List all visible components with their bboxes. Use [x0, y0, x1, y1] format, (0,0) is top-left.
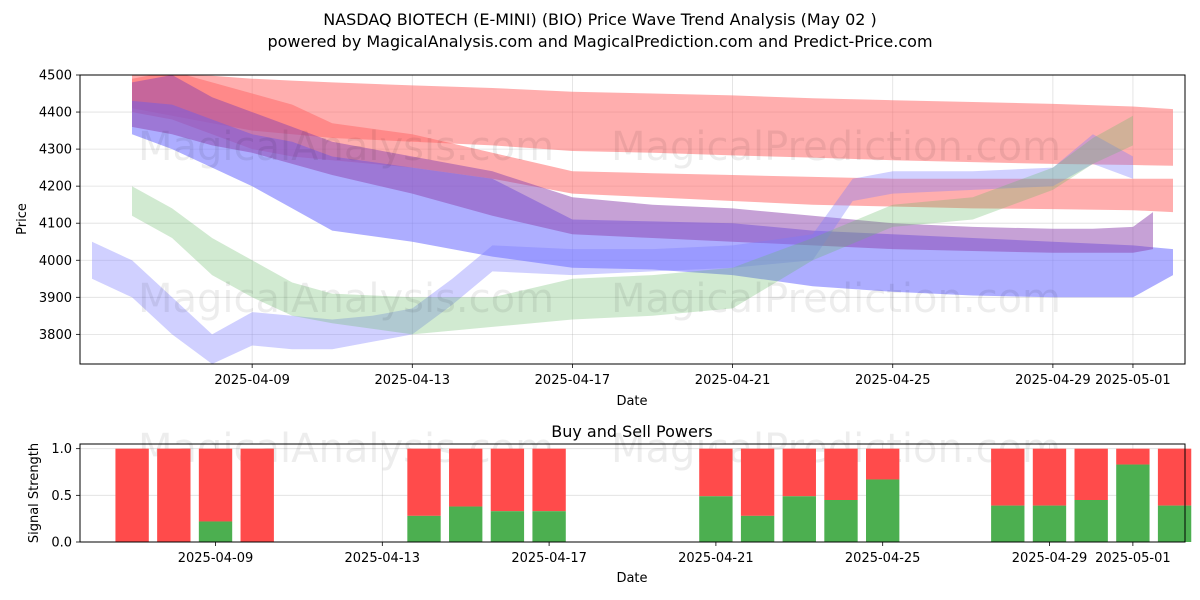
- price-xtick-label-2025-04-17: 2025-04-17: [535, 373, 611, 388]
- buy-bar-4: [407, 515, 441, 542]
- watermark-magical-analysis-2: MagicalAnalysis.com: [138, 276, 554, 322]
- band-blue-wave-rising: [92, 134, 1133, 364]
- signal-x-axis: 2025-04-09 2025-04-13 2025-04-17 2025-04-21…: [178, 542, 1171, 566]
- buy-bar-8: [699, 496, 733, 542]
- signal-chart-frame: [79, 443, 1186, 543]
- sell-bar-9: [740, 448, 775, 516]
- signal-ytick-label-1.0: 1.0: [51, 442, 72, 457]
- price-xtick-label-2025-04-09: 2025-04-09: [214, 373, 290, 388]
- sell-bar-15: [1074, 448, 1108, 500]
- signal-ytick-label-0.5: 0.5: [51, 489, 72, 504]
- buy-bar-14: [1032, 505, 1067, 542]
- signal-ytick-label-0.0: 0.0: [51, 536, 72, 551]
- buy-bar-5: [449, 506, 483, 542]
- sell-bar-12: [866, 448, 900, 480]
- price-ytick-label-4400: 4400: [39, 106, 72, 121]
- sell-bar-17: [1157, 448, 1192, 506]
- chart-title: NASDAQ BIOTECH (E-MINI) (BIO) Price Wave…: [323, 10, 877, 29]
- watermark-magical-prediction-2: MagicalPrediction.com: [611, 276, 1061, 322]
- signal-xtick-label-2025-04-17: 2025-04-17: [511, 551, 587, 566]
- watermark-magical-analysis: MagicalAnalysis.com: [138, 124, 554, 170]
- price-ytick-label-4200: 4200: [39, 180, 72, 195]
- signal-xtick-label-2025-04-29: 2025-04-29: [1012, 551, 1088, 566]
- buy-bar-6: [490, 511, 525, 542]
- band-red-band-upper: [132, 75, 1173, 166]
- signal-xtick-label-2025-04-21: 2025-04-21: [678, 551, 754, 566]
- buy-bar-9: [740, 515, 775, 542]
- signal-chart-title: Buy and Sell Powers: [551, 422, 713, 441]
- sell-bar-5: [449, 448, 483, 507]
- price-x-axis: 2025-04-09 2025-04-13 2025-04-17 2025-04-21…: [214, 364, 1171, 388]
- watermark-magical-prediction: MagicalPrediction.com: [611, 124, 1061, 170]
- signal-xtick-label-2025-04-09: 2025-04-09: [178, 551, 254, 566]
- buy-bar-13: [991, 505, 1025, 542]
- signal-xtick-label-2025-05-01: 2025-05-01: [1095, 551, 1171, 566]
- signal-x-label: Date: [616, 571, 647, 586]
- price-chart-frame: [79, 74, 1186, 365]
- buy-bar-12: [866, 479, 900, 542]
- sell-bar-3: [240, 448, 274, 542]
- price-y-axis: 3800 3900 4000 4100 4200 4300 4400 4500: [39, 69, 80, 343]
- band-purple-band: [132, 75, 1153, 253]
- sell-bar-2: [198, 448, 233, 522]
- price-ytick-label-4300: 4300: [39, 143, 72, 158]
- buy-bar-7: [532, 511, 566, 542]
- sell-bar-14: [1032, 448, 1067, 506]
- sell-bar-1: [157, 448, 191, 542]
- signal-y-label: Signal Strength: [27, 443, 42, 543]
- buy-bar-11: [824, 500, 858, 542]
- signal-xtick-label-2025-04-13: 2025-04-13: [345, 551, 421, 566]
- price-xtick-label-2025-04-21: 2025-04-21: [695, 373, 771, 388]
- signal-y-axis: 0.0 0.5 1.0: [51, 442, 80, 551]
- buy-bar-15: [1074, 500, 1108, 542]
- buy-bar-17: [1157, 505, 1192, 542]
- price-ytick-label-4100: 4100: [39, 217, 72, 232]
- price-xtick-label-2025-04-29: 2025-04-29: [1015, 373, 1091, 388]
- sell-bar-11: [824, 448, 858, 500]
- price-x-label: Date: [616, 394, 647, 409]
- price-y-label: Price: [15, 203, 30, 235]
- sell-bar-7: [532, 448, 566, 512]
- price-xtick-label-2025-04-25: 2025-04-25: [855, 373, 931, 388]
- price-ytick-label-4000: 4000: [39, 254, 72, 269]
- sell-bar-8: [699, 448, 733, 497]
- signal-chart-bars: [115, 448, 1192, 542]
- buy-bar-16: [1116, 464, 1150, 542]
- sell-bar-4: [407, 448, 441, 516]
- price-ytick-label-3800: 3800: [39, 328, 72, 343]
- buy-bar-10: [782, 496, 816, 542]
- price-chart-bands: [92, 75, 1173, 364]
- sell-bar-6: [490, 448, 525, 512]
- chart-subtitle: powered by MagicalAnalysis.com and Magic…: [267, 32, 932, 51]
- price-ytick-label-3900: 3900: [39, 291, 72, 306]
- band-green-wave: [132, 115, 1133, 335]
- price-xtick-label-2025-05-01: 2025-05-01: [1095, 373, 1171, 388]
- signal-xtick-label-2025-04-25: 2025-04-25: [845, 551, 921, 566]
- price-chart-watermarks: MagicalAnalysis.com MagicalPrediction.co…: [138, 124, 1061, 322]
- sell-bar-0: [115, 448, 149, 542]
- buy-bar-2: [198, 521, 233, 542]
- sell-bar-10: [782, 448, 816, 497]
- sell-bar-13: [991, 448, 1025, 506]
- sell-bar-16: [1116, 448, 1150, 465]
- price-xtick-label-2025-04-13: 2025-04-13: [375, 373, 451, 388]
- price-ytick-label-4500: 4500: [39, 69, 72, 84]
